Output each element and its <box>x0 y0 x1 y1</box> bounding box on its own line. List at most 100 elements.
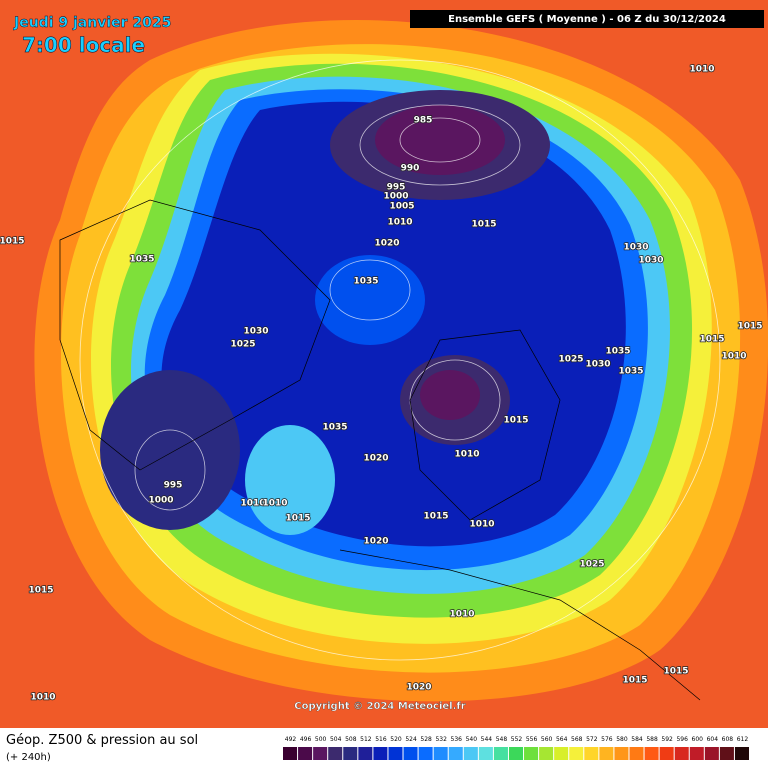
colorbar-swatch <box>493 747 508 760</box>
isobar-label: 1015 <box>28 586 53 596</box>
isobar-label: 1025 <box>579 560 604 570</box>
isobar-label: 1030 <box>585 360 610 370</box>
colorbar-tick-label: 528 <box>420 736 432 743</box>
colorbar-tick-label: 580 <box>616 736 628 743</box>
colorbar-tick-label: 508 <box>345 736 357 743</box>
run-banner <box>410 10 764 28</box>
isobar-label: 985 <box>414 116 433 126</box>
isobar-label: 1035 <box>353 277 378 287</box>
isobar-label: 995 <box>164 481 183 491</box>
colorbar-tick-label: 532 <box>435 736 447 743</box>
colorbar-tick-label: 492 <box>285 736 297 743</box>
isobar-label: 1010 <box>469 520 494 530</box>
isobar-label: 1030 <box>623 243 648 253</box>
isobar-label: 1000 <box>383 192 408 202</box>
colorbar-swatch <box>508 747 524 760</box>
isobar-label: 1010 <box>721 352 746 362</box>
isobar-label: 1020 <box>363 454 388 464</box>
coastlines <box>59 199 701 701</box>
colorbar-tick-label: 520 <box>390 736 402 743</box>
isobar-label: 1015 <box>622 676 647 686</box>
colorbar-swatch <box>569 747 584 760</box>
colorbar-swatch <box>644 747 659 760</box>
colorbar-swatch <box>599 747 614 760</box>
colorbar-swatch <box>704 747 719 760</box>
colorbar-tick-label: 496 <box>300 736 312 743</box>
colorbar-swatch <box>584 747 599 760</box>
colorbar: 492 496 500 504 508 512 516 520 524 528 532 536 540 5… <box>283 736 749 760</box>
isobars <box>79 59 721 661</box>
colorbar-swatch <box>554 747 569 760</box>
isobar-label: 1015 <box>285 514 310 524</box>
colorbar-swatch <box>524 747 539 760</box>
colorbar-tick-label: 592 <box>661 736 673 743</box>
colorbar-swatch <box>418 747 433 760</box>
colorbar-tick-label: 504 <box>330 736 342 743</box>
colorbar-tick-label: 552 <box>511 736 523 743</box>
copyright: Copyright © 2024 Meteociel.fr <box>294 701 465 712</box>
run-info: Ensemble GEFS ( Moyenne ) - 06 Z du 30/1… <box>448 14 726 25</box>
isobar-label: 1015 <box>0 237 25 247</box>
colorbar-tick-label: 560 <box>541 736 553 743</box>
isobar-label: 1015 <box>663 667 688 677</box>
colorbar-swatch <box>719 747 734 760</box>
colorbar-swatch <box>689 747 704 760</box>
forecast-time: 7:00 locale <box>22 33 145 57</box>
isobar-label: 1035 <box>605 347 630 357</box>
colorbar-tick-label: 612 <box>737 736 749 743</box>
colorbar-swatch <box>659 747 674 760</box>
colorbar-tick-label: 576 <box>601 736 613 743</box>
isobar-label: 1010 <box>262 499 287 509</box>
isobar-label: 1015 <box>737 322 762 332</box>
colorbar-tick-label: 604 <box>707 736 719 743</box>
colorbar-tick-label: 524 <box>405 736 417 743</box>
colorbar-tick-label: 540 <box>466 736 478 743</box>
isobar-label: 1030 <box>243 327 268 337</box>
isobar-label: 1010 <box>689 65 714 75</box>
isobar-label: 1020 <box>363 537 388 547</box>
isobar-label: 995 <box>387 183 406 193</box>
isobar-label: 1010 <box>449 610 474 620</box>
colorbar-tick-label: 516 <box>375 736 387 743</box>
colorbar-tick-label: 596 <box>676 736 688 743</box>
colorbar-tick-label: 544 <box>481 736 493 743</box>
colorbar-swatch <box>478 747 493 760</box>
footer-lead: (+ 240h) <box>6 752 51 763</box>
isobar-label: 1035 <box>322 423 347 433</box>
geopotential-field <box>34 20 768 702</box>
colorbar-tick-label: 512 <box>360 736 372 743</box>
colorbar-tick-label: 564 <box>556 736 568 743</box>
colorbar-swatch <box>614 747 629 760</box>
isobar-label: 1015 <box>471 220 496 230</box>
colorbar-swatch <box>448 747 463 760</box>
colorbar-tick-label: 548 <box>496 736 508 743</box>
colorbar-swatch <box>463 747 478 760</box>
colorbar-swatch <box>358 747 373 760</box>
colorbar-tick-label: 536 <box>451 736 463 743</box>
isobar-label: 1015 <box>699 335 724 345</box>
colorbar-swatch <box>433 747 448 760</box>
colorbar-tick-label: 608 <box>722 736 734 743</box>
colorbar-swatch <box>388 747 403 760</box>
colorbar-tick-label: 600 <box>692 736 704 743</box>
isobar-label: 1000 <box>148 496 173 506</box>
isobar-label: 1035 <box>129 255 154 265</box>
isobar-label: 990 <box>401 164 420 174</box>
colorbar-swatch <box>674 747 689 760</box>
colorbar-swatch <box>328 747 343 760</box>
isobar-label: 1015 <box>503 416 528 426</box>
colorbar-swatch <box>343 747 358 760</box>
colorbar-tick-label: 556 <box>526 736 538 743</box>
isobar-label: 1010 <box>387 218 412 228</box>
colorbar-swatch <box>298 747 313 760</box>
colorbar-swatch <box>373 747 388 760</box>
isobar-label: 1015 <box>423 512 448 522</box>
colorbar-tick-label: 584 <box>631 736 643 743</box>
colorbar-swatch <box>734 747 749 760</box>
isobar-label: 1010 <box>30 693 55 703</box>
isobar-label: 1030 <box>638 256 663 266</box>
isobar-label: 1025 <box>558 355 583 365</box>
isobar-label: 1020 <box>374 239 399 249</box>
